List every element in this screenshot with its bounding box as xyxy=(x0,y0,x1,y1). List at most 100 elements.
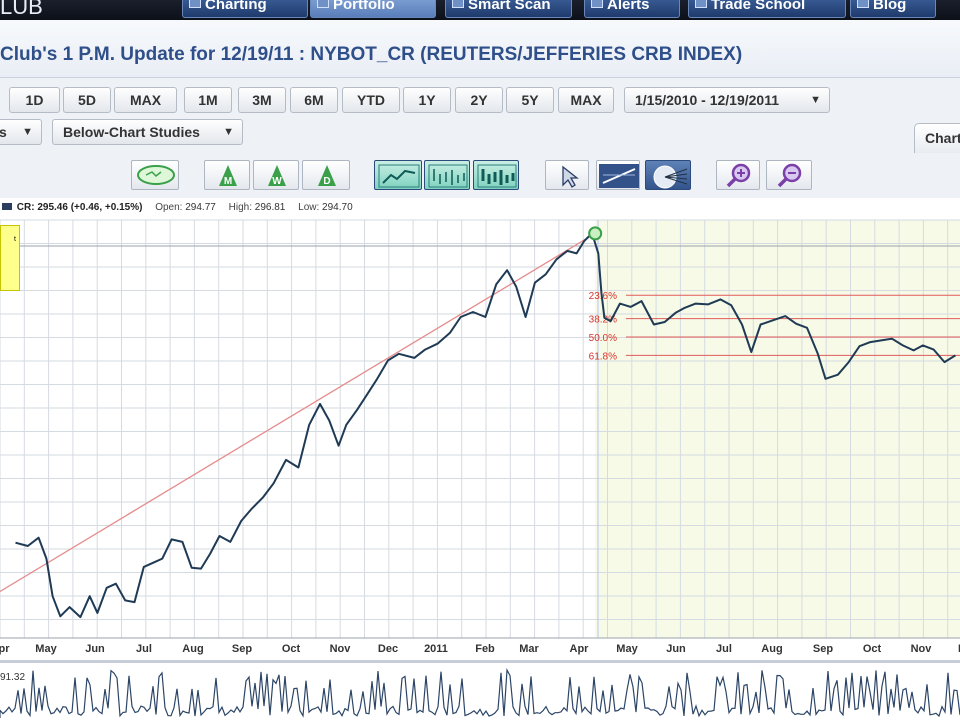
studies-select[interactable]: s ▼ xyxy=(0,119,42,145)
date-range-value: 1/15/2010 - 12/19/2011 xyxy=(635,92,780,108)
alert-icon xyxy=(591,0,603,8)
nav-tab-label: Trade School xyxy=(711,0,806,13)
line-chart-button[interactable] xyxy=(374,160,422,190)
line-chart-icon xyxy=(378,164,420,188)
x-tick-label: Nov xyxy=(911,643,933,655)
date-range-select[interactable]: 1/15/2010 - 12/19/2011 ▼ xyxy=(624,87,830,113)
monthly-m-icon: M xyxy=(219,165,237,187)
chevron-down-icon: ▼ xyxy=(223,126,234,138)
period-button-5d[interactable]: 5D xyxy=(63,87,111,113)
pointer-icon xyxy=(562,165,579,188)
x-tick-label: Nov xyxy=(330,643,352,655)
page-title: Club's 1 P.M. Update for 12/19/11 : NYBO… xyxy=(0,44,743,65)
nav-tab-label: Portfolio xyxy=(333,0,395,13)
period-button-3m[interactable]: 3M xyxy=(238,87,286,113)
series-swatch xyxy=(2,203,12,210)
scan-icon xyxy=(452,0,464,8)
daily-d-button[interactable]: D xyxy=(302,160,350,190)
nav-tab-label: Charting xyxy=(205,0,267,13)
daily-d-icon: D xyxy=(318,165,336,187)
nav-tab-label: Blog xyxy=(873,0,907,13)
weekly-w-button[interactable]: W xyxy=(253,160,299,190)
chart-toolbar: Chart 1/15/2010 - 12/19/2011 ▼ s ▼ Below… xyxy=(0,78,960,198)
below-chart-study-panel[interactable]: 91.32 xyxy=(0,660,960,720)
portfolio-icon xyxy=(317,0,329,8)
x-tick-label: pr xyxy=(0,643,10,655)
period-button-1m[interactable]: 1M xyxy=(184,87,232,113)
period-button-ytd[interactable]: YTD xyxy=(342,87,400,113)
nav-tab-blog[interactable]: Blog xyxy=(850,0,936,18)
school-icon xyxy=(695,0,707,8)
period-button-1y[interactable]: 1Y xyxy=(403,87,451,113)
nav-tab-alerts[interactable]: Alerts xyxy=(584,0,680,18)
zoom-out-icon xyxy=(777,163,802,188)
price-chart[interactable]: 23.6%38.2%50.0%61.8%pr May Jun Jul Aug Sep Oct… xyxy=(0,198,960,660)
monthly-m-button[interactable]: M xyxy=(204,160,250,190)
nav-tab-portfolio[interactable]: Portfolio xyxy=(310,0,436,18)
trendline[interactable] xyxy=(0,232,596,593)
x-tick-label: Sep xyxy=(813,643,833,655)
period-button-max[interactable]: MAX xyxy=(114,87,177,113)
period-button-max-2[interactable]: MAX xyxy=(558,87,614,113)
brand-logo: LUB xyxy=(0,0,43,19)
period-button-5y[interactable]: 5Y xyxy=(506,87,554,113)
x-tick-label: Jun xyxy=(85,643,105,655)
legend-high-label: High: xyxy=(228,202,252,213)
x-tick-label: Jun xyxy=(666,643,686,655)
x-tick-label: Feb xyxy=(475,643,495,655)
nav-tab-trade-school[interactable]: Trade School xyxy=(688,0,846,18)
nav-tab-smart-scan[interactable]: Smart Scan xyxy=(445,0,572,18)
trendline-tool-icon xyxy=(599,164,639,188)
price-series-line xyxy=(15,232,956,619)
legend-symbol: CR: xyxy=(16,202,35,213)
zoom-in-icon xyxy=(726,163,751,188)
nav-tab-label: Smart Scan xyxy=(468,0,551,13)
studies-select-value: s xyxy=(0,124,7,140)
legend-change: (+0.46, +0.15%) xyxy=(70,202,143,213)
study-value: 91.32 xyxy=(0,672,26,683)
legend-open-label: Open: xyxy=(155,202,183,213)
ohlc-chart-button[interactable] xyxy=(424,160,470,190)
timeframe-letter: M xyxy=(224,176,232,187)
price-legend: CR: 295.46 (+0.46, +0.15%) Open: 294.77 … xyxy=(2,202,353,213)
fibonacci-tool-button[interactable] xyxy=(645,160,691,190)
comment-button[interactable] xyxy=(131,160,179,190)
x-tick-label: Oct xyxy=(863,643,882,655)
timeframe-letter: W xyxy=(272,176,282,187)
legend-open: 294.77 xyxy=(185,202,216,213)
study-series-line xyxy=(0,668,960,718)
x-tick-label: Apr xyxy=(570,643,590,655)
pointer-button[interactable] xyxy=(545,160,589,190)
zoom-out-button[interactable] xyxy=(766,160,812,190)
legend-low-label: Low: xyxy=(298,202,320,213)
x-tick-label: Sep xyxy=(232,643,252,655)
period-button-1d[interactable]: 1D xyxy=(9,87,60,113)
fib-level-label: 61.8% xyxy=(589,351,617,362)
chart-note[interactable]: t xyxy=(0,225,20,291)
ohlc-chart-icon xyxy=(428,164,468,188)
below-chart-studies-label: Below-Chart Studies xyxy=(63,124,200,140)
x-tick-label: May xyxy=(616,643,638,655)
below-chart-studies-select[interactable]: Below-Chart Studies ▼ xyxy=(52,119,243,145)
x-tick-label: Oct xyxy=(282,643,301,655)
trendline-tool-button[interactable] xyxy=(596,160,640,190)
nav-tab-charting[interactable]: Charting xyxy=(182,0,308,18)
period-button-2y[interactable]: 2Y xyxy=(455,87,503,113)
zoom-in-button[interactable] xyxy=(716,160,760,190)
chevron-down-icon: ▼ xyxy=(810,94,821,106)
top-nav-bar: LUB Charting Portfolio Smart Scan Alerts Tra… xyxy=(0,0,960,20)
x-tick-label: Dec xyxy=(378,643,398,655)
tab-chart[interactable]: Chart xyxy=(914,123,960,153)
x-tick-label: D xyxy=(958,643,960,655)
x-tick-label: Jul xyxy=(716,643,732,655)
chart-note-text: t xyxy=(14,236,16,243)
period-button-6m[interactable]: 6M xyxy=(290,87,338,113)
candle-chart-button[interactable] xyxy=(473,160,519,190)
comment-icon xyxy=(137,165,175,185)
trendline-anchor-handle[interactable] xyxy=(588,226,603,241)
x-tick-label: Jul xyxy=(136,643,152,655)
price-chart-panel[interactable]: 23.6% 38.2% 50.0% 61.8% pr May Jun Jul Aug Sep Oct… xyxy=(0,198,960,660)
nav-tab-label: Alerts xyxy=(607,0,650,13)
x-tick-label: Aug xyxy=(182,643,203,655)
